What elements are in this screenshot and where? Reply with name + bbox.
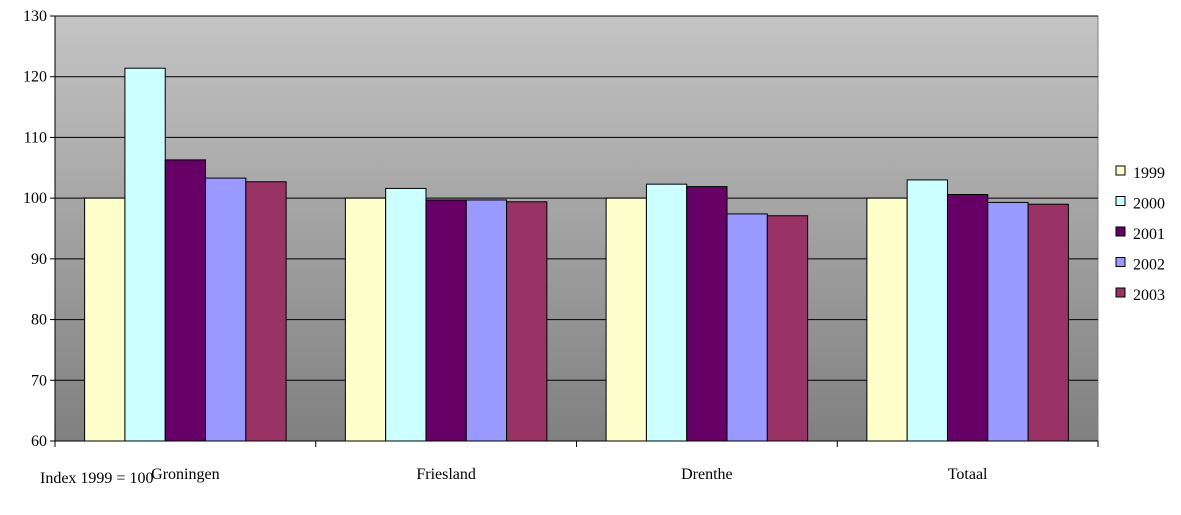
y-tick-label: 80	[31, 312, 47, 329]
bar-friesland-2001	[425, 199, 467, 442]
legend-swatch-1999	[1115, 165, 1126, 176]
y-tick-label: 110	[24, 129, 47, 146]
bar-drenthe-1999	[605, 197, 647, 442]
legend-swatch-2001	[1115, 226, 1126, 237]
bars	[84, 67, 1069, 442]
x-tick-label: Groningen	[151, 466, 219, 483]
bar-groningen-2003	[245, 181, 287, 442]
y-tick-label: 100	[23, 190, 47, 207]
bar-friesland-1999	[344, 197, 387, 442]
y-tick-label: 120	[23, 69, 47, 86]
bar-drenthe-2003	[766, 215, 809, 442]
x-tick-label: Totaal	[948, 466, 988, 483]
bar-friesland-2002	[465, 199, 508, 442]
index-note: Index 1999 = 100	[40, 470, 154, 487]
x-tick-label: Drenthe	[681, 466, 733, 483]
y-tick-label: 60	[31, 433, 47, 450]
y-tick-label: 130	[23, 8, 47, 25]
bar-totaal-2002	[987, 201, 1029, 442]
legend-swatch-2003	[1115, 287, 1126, 298]
y-tick-label: 90	[31, 251, 47, 268]
legend-label-1999: 1999	[1133, 165, 1165, 182]
legend-label-2003: 2003	[1133, 287, 1165, 304]
axes: 60 70 80 90 100 110 120 130 Groningen Friesland Dr…	[23, 8, 1099, 483]
bar-groningen-2000	[124, 67, 166, 442]
legend-label-2002: 2002	[1133, 257, 1165, 274]
bar-totaal-2001	[946, 194, 989, 442]
bar-totaal-2000	[906, 179, 948, 442]
bar-groningen-2001	[164, 159, 207, 442]
legend-label-2000: 2000	[1133, 196, 1165, 213]
bar-totaal-1999	[866, 197, 908, 442]
bar-groningen-1999	[84, 197, 126, 442]
bar-friesland-2003	[506, 201, 548, 442]
legend-label-2001: 2001	[1133, 226, 1165, 243]
bar-totaal-2003	[1027, 203, 1069, 442]
bar-groningen-2002	[205, 177, 247, 442]
bar-drenthe-2000	[645, 183, 688, 442]
legend-swatch-2000	[1115, 196, 1126, 206]
bar-friesland-2000	[385, 187, 427, 442]
x-tick-label: Friesland	[416, 466, 476, 483]
legend-swatch-2002	[1115, 257, 1126, 267]
bar-drenthe-2002	[726, 213, 768, 442]
legend: 1999 2000 2001 2002 2003	[1115, 165, 1165, 304]
bar-drenthe-2001	[686, 186, 728, 442]
y-tick-label: 70	[31, 372, 47, 389]
